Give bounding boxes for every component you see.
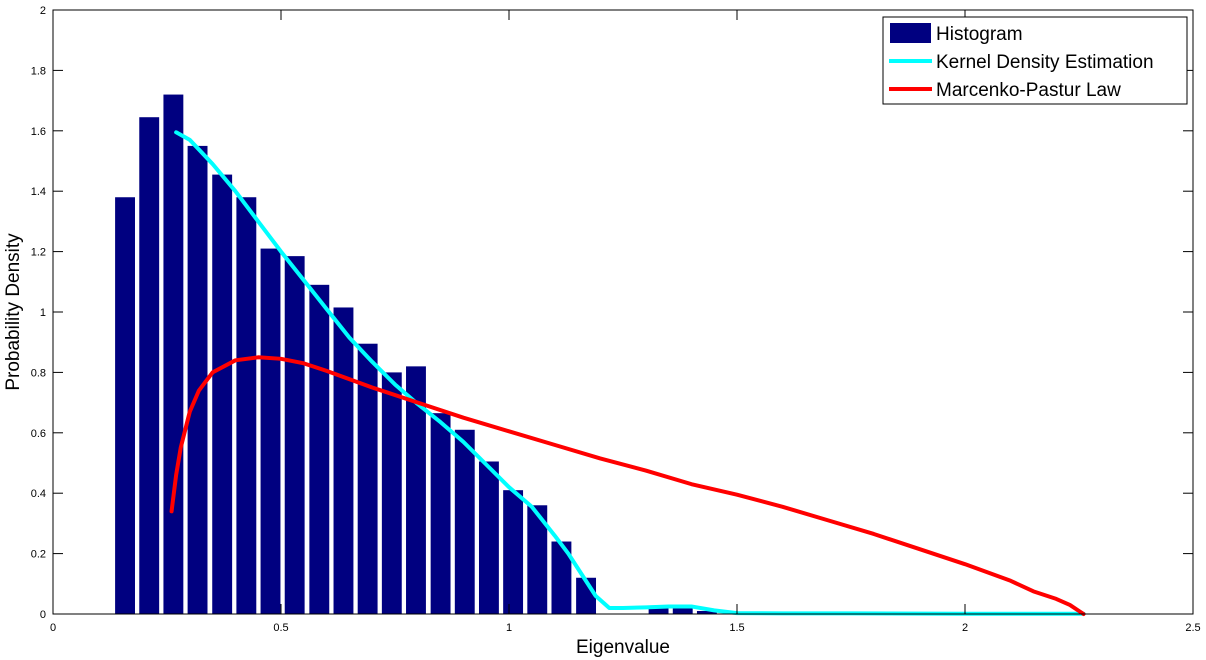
x-tick-label: 0.5 xyxy=(273,622,288,634)
y-axis-title: Probability Density xyxy=(3,233,24,391)
histogram-bar xyxy=(309,284,330,614)
histogram-bar xyxy=(187,145,208,614)
x-axis-title: Eigenvalue xyxy=(576,637,670,658)
histogram-bar xyxy=(381,372,402,614)
histogram-bar xyxy=(503,490,524,614)
histogram-bar xyxy=(672,607,693,614)
histogram-bar xyxy=(260,248,281,614)
histogram-bar xyxy=(212,174,233,614)
kde-line xyxy=(174,130,1086,616)
y-tick-label: 0.8 xyxy=(31,367,46,379)
x-tick-label: 1 xyxy=(506,622,512,634)
histogram-bar xyxy=(648,607,669,614)
marcenko-pastur-line xyxy=(169,355,1086,616)
legend-box xyxy=(882,16,1188,105)
y-tick-label: 0.4 xyxy=(31,488,46,500)
histogram-bar xyxy=(115,197,135,615)
y-tick-label: 1.6 xyxy=(31,126,46,138)
legend: Histogram Kernel Density Estimation Marc… xyxy=(882,16,1188,105)
x-tick-label: 0 xyxy=(50,622,56,634)
x-tick-label: 2 xyxy=(962,622,968,634)
y-tick-label: 1.8 xyxy=(31,65,46,77)
y-tick-label: 0.2 xyxy=(31,549,46,561)
y-tick-label: 0.6 xyxy=(31,428,46,440)
histogram-bar xyxy=(454,429,475,614)
y-tick-label: 1 xyxy=(40,307,46,319)
histogram-bar xyxy=(139,117,160,615)
histogram-bars xyxy=(115,94,717,615)
histogram-bar xyxy=(406,366,426,614)
legend-mp-label: Marcenko-Pastur Law xyxy=(936,80,1121,101)
legend-kde-label: Kernel Density Estimation xyxy=(936,52,1154,73)
legend-histogram-swatch xyxy=(890,23,931,43)
x-tick-label: 2.5 xyxy=(1185,622,1200,634)
y-tick-label: 0 xyxy=(40,609,46,621)
histogram-bar xyxy=(551,541,572,614)
histogram-bar xyxy=(527,505,548,614)
histogram-bar xyxy=(163,94,184,614)
y-tick-label: 1.4 xyxy=(31,186,46,198)
histogram-bar xyxy=(357,343,378,614)
axes: 0 0.5 1 1.5 2 2.5 0 0.2 0.4 0.6 0.8 1 1.2 1.4 1.6 1.8 2 xyxy=(31,5,1201,634)
legend-histogram-label: Histogram xyxy=(936,24,1023,45)
y-tick-label: 2 xyxy=(40,5,46,17)
histogram-bar xyxy=(478,461,499,614)
histogram-bar xyxy=(696,610,717,614)
x-tick-label: 1.5 xyxy=(729,622,744,634)
histogram-bar xyxy=(333,307,354,614)
histogram-bar xyxy=(284,256,305,614)
histogram-bar xyxy=(236,197,257,615)
density-lines xyxy=(169,130,1086,616)
y-tick-label: 1.2 xyxy=(31,247,46,259)
histogram-bar xyxy=(430,413,451,614)
